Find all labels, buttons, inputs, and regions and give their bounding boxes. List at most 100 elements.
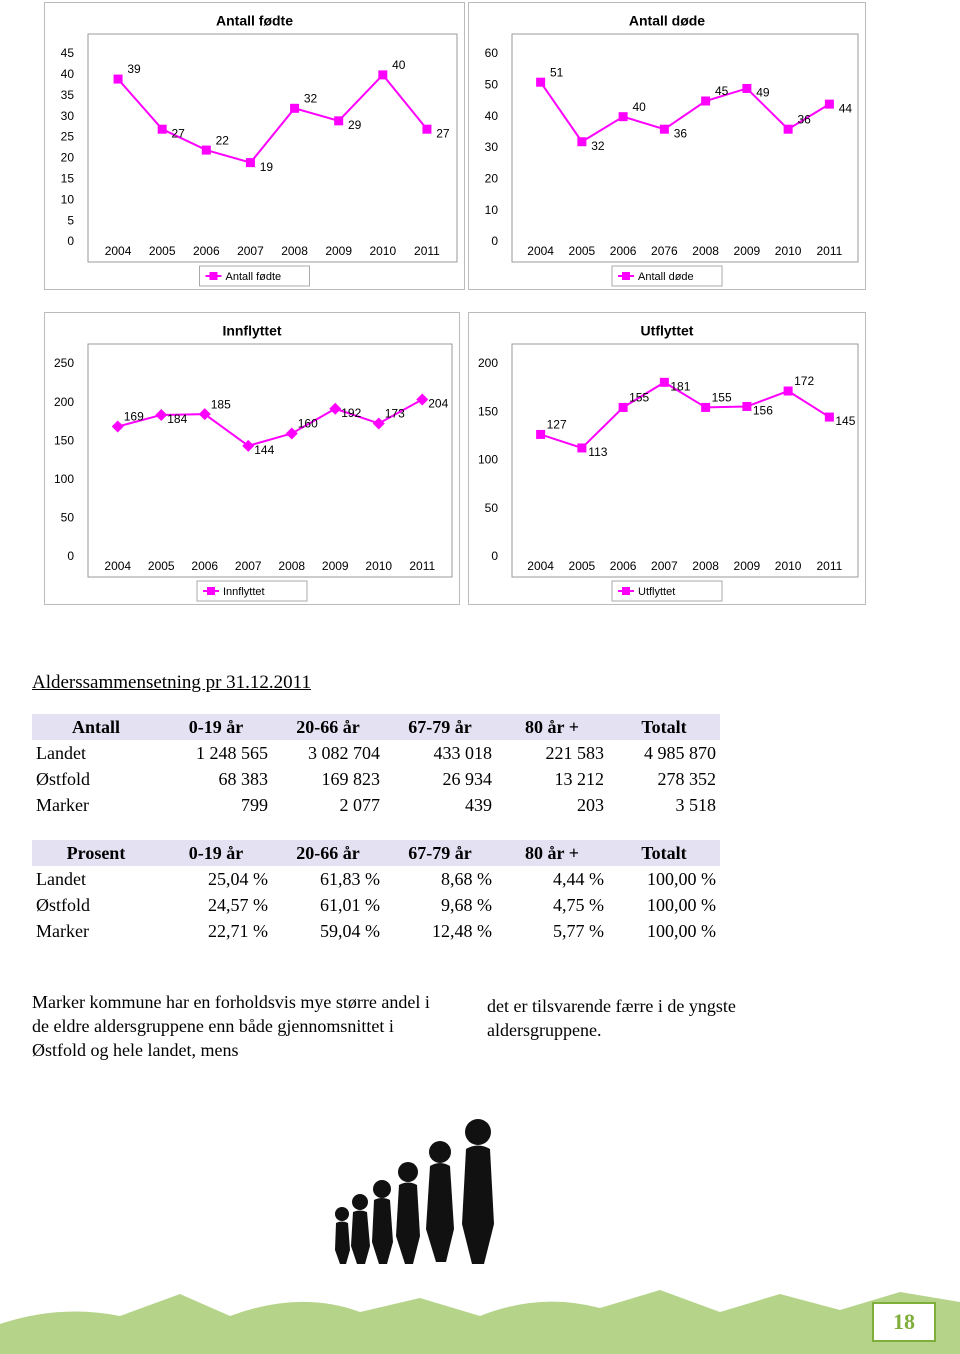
data-label: 145 [835, 414, 855, 428]
figures [335, 1119, 494, 1264]
data-label: 36 [797, 112, 811, 126]
data-label: 169 [124, 410, 144, 424]
legend-box [611, 580, 723, 602]
y-tick-label: 250 [54, 356, 74, 370]
plot-area [511, 33, 859, 263]
x-tick-label: 2005 [149, 244, 176, 258]
table-row: Østfold 68 383 169 823 26 934 13 212 278 352 [32, 766, 720, 792]
table-cell: 100,00 % [647, 920, 716, 941]
table-cell: 9,68 % [441, 894, 492, 915]
x-tick-label: 2008 [278, 559, 305, 573]
data-label: 49 [756, 86, 770, 100]
data-label: 36 [674, 126, 688, 140]
x-tick-label: 2006 [191, 559, 218, 573]
data-label: 39 [127, 62, 141, 76]
marker [198, 408, 211, 421]
marker [783, 124, 793, 134]
y-tick-label: 45 [61, 46, 75, 60]
table-cell: Antall [32, 714, 160, 740]
table-cell: 80 år + [496, 840, 608, 866]
y-tick-label: 0 [491, 549, 498, 563]
table-cell: 26 934 [442, 768, 493, 789]
table-cell: 67-79 år [384, 840, 496, 866]
marker [742, 83, 752, 93]
table-row: Prosent 0-19 år 20-66 år 67-79 år 80 år + Tot… [32, 840, 720, 866]
x-tick-label: 2011 [816, 244, 842, 258]
y-tick-label: 150 [54, 433, 74, 447]
y-tick-label: 150 [478, 404, 498, 418]
x-tick-label: 2006 [610, 559, 637, 573]
table-cell: 68 383 [218, 768, 269, 789]
data-label: 192 [341, 406, 361, 420]
data-label: 45 [715, 84, 729, 98]
data-label: 181 [670, 380, 690, 394]
x-tick-label: 2009 [325, 244, 352, 258]
table-cell: Marker [36, 920, 89, 941]
chart: Antall døde 0 10 20 30 40 50 60 2004 2005 2006 2076… [468, 2, 866, 290]
data-label: 40 [632, 100, 646, 114]
table-cell: 25,04 % [208, 868, 268, 889]
chart: Antall fødte 0 5 10 15 20 25 30 35 40 45 2004 2005 20… [44, 2, 465, 290]
table-cell: 4,44 % [553, 868, 604, 889]
table-cell: Prosent [32, 840, 160, 866]
data-label: 144 [254, 443, 274, 457]
y-tick-label: 30 [485, 140, 499, 154]
table-cell: 169 823 [321, 768, 381, 789]
chart-title: Utflyttet [641, 323, 694, 339]
table-cell: 2 077 [339, 794, 381, 815]
legend-label: Innflyttet [223, 586, 265, 598]
marker [157, 124, 167, 134]
table-row: Landet 25,04 % 61,83 % 8,68 % 4,44 % 100,00 % [32, 866, 720, 892]
table-cell: Marker [36, 794, 89, 815]
data-label: 173 [385, 407, 405, 421]
table-cell: 100,00 % [647, 868, 716, 889]
marker [618, 112, 628, 122]
y-tick-label: 50 [485, 78, 499, 92]
table-cell: 278 352 [657, 768, 717, 789]
x-tick-label: 2010 [775, 244, 802, 258]
y-tick-label: 5 [67, 213, 74, 227]
table-cell: 67-79 år [384, 714, 496, 740]
y-tick-label: 100 [478, 453, 498, 467]
table-cell: 59,04 % [320, 920, 380, 941]
data-label: 19 [260, 160, 274, 174]
x-tick-label: 2010 [365, 559, 392, 573]
table-cell: 439 [465, 794, 492, 815]
y-tick-label: 100 [54, 472, 74, 486]
data-label: 155 [629, 391, 649, 405]
table-cell: 20-66 år [272, 714, 384, 740]
data-label: 156 [753, 404, 773, 418]
data-label: 185 [211, 397, 231, 411]
y-tick-label: 25 [61, 130, 75, 144]
x-tick-label: 2004 [105, 244, 132, 258]
table-cell: 4,75 % [553, 894, 604, 915]
paragraph: det er tilsvarende færre i de yngste ald… [487, 996, 736, 1040]
data-line [539, 81, 830, 144]
section-heading: Alderssammensetning pr 31.12.2011 [32, 672, 311, 693]
x-tick-label: 2005 [569, 559, 596, 573]
y-tick-label: 35 [61, 88, 75, 102]
data-label: 204 [428, 397, 448, 411]
marker [422, 124, 432, 134]
plot-area [87, 343, 453, 578]
x-tick-label: 2008 [281, 244, 308, 258]
marker [242, 439, 255, 452]
page-number: 18 [872, 1302, 936, 1342]
y-tick-label: 10 [61, 192, 75, 206]
table-cell: 61,83 % [320, 868, 380, 889]
x-tick-label: 2009 [322, 559, 349, 573]
chart-title: Antall fødte [216, 13, 293, 29]
marker [201, 145, 211, 155]
table-row: Antall 0-19 år 20-66 år 67-79 år 80 år + Tota… [32, 714, 720, 740]
chart-title: Innflyttet [222, 323, 281, 339]
y-tick-label: 15 [61, 172, 75, 186]
marker [701, 402, 711, 412]
x-tick-label: 2006 [610, 244, 637, 258]
marker [824, 99, 834, 109]
table-cell: Landet [36, 742, 86, 763]
marker [701, 96, 711, 106]
data-line [117, 73, 428, 164]
marker [659, 377, 669, 387]
y-tick-label: 40 [61, 67, 75, 81]
legend-box [199, 265, 310, 287]
